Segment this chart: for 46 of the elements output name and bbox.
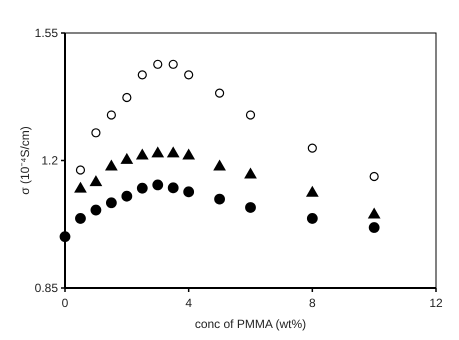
point [76, 165, 86, 175]
point [214, 194, 225, 205]
point [308, 144, 317, 153]
point [74, 182, 86, 193]
point [152, 180, 164, 190]
point [245, 202, 256, 213]
x-tick-label: 8 [308, 296, 316, 310]
point [60, 231, 70, 242]
point [152, 146, 164, 158]
point [246, 110, 256, 120]
y-tick-label: 1.55 [34, 26, 58, 40]
point [168, 182, 179, 194]
point [90, 176, 102, 186]
point [91, 128, 101, 138]
point [368, 222, 380, 233]
point [136, 182, 148, 194]
point [121, 190, 132, 202]
point [306, 186, 318, 197]
point [153, 60, 162, 69]
point [214, 88, 224, 98]
point [136, 149, 148, 160]
point [370, 172, 379, 182]
x-tick-label: 12 [429, 296, 443, 310]
point [182, 149, 195, 160]
point [306, 213, 318, 224]
x-tick-label: 0 [62, 296, 69, 310]
point [75, 213, 86, 224]
point [244, 168, 256, 178]
y-tick-label: 0.85 [34, 281, 58, 295]
point [168, 60, 178, 69]
x-axis-title: conc of PMMA (wt%) [194, 317, 306, 331]
point [183, 186, 194, 198]
point [106, 110, 116, 120]
point [184, 70, 194, 80]
y-tick-label: 1.2 [41, 154, 58, 168]
point [105, 160, 118, 170]
point [368, 208, 380, 219]
point [122, 92, 132, 102]
point [120, 153, 133, 164]
x-tick-label: 4 [185, 296, 192, 310]
point [90, 204, 102, 216]
point [138, 70, 147, 80]
point [214, 160, 226, 170]
point [167, 146, 180, 158]
point [106, 197, 117, 208]
y-axis-title: σ (10⁻⁴S/cm) [18, 126, 32, 195]
